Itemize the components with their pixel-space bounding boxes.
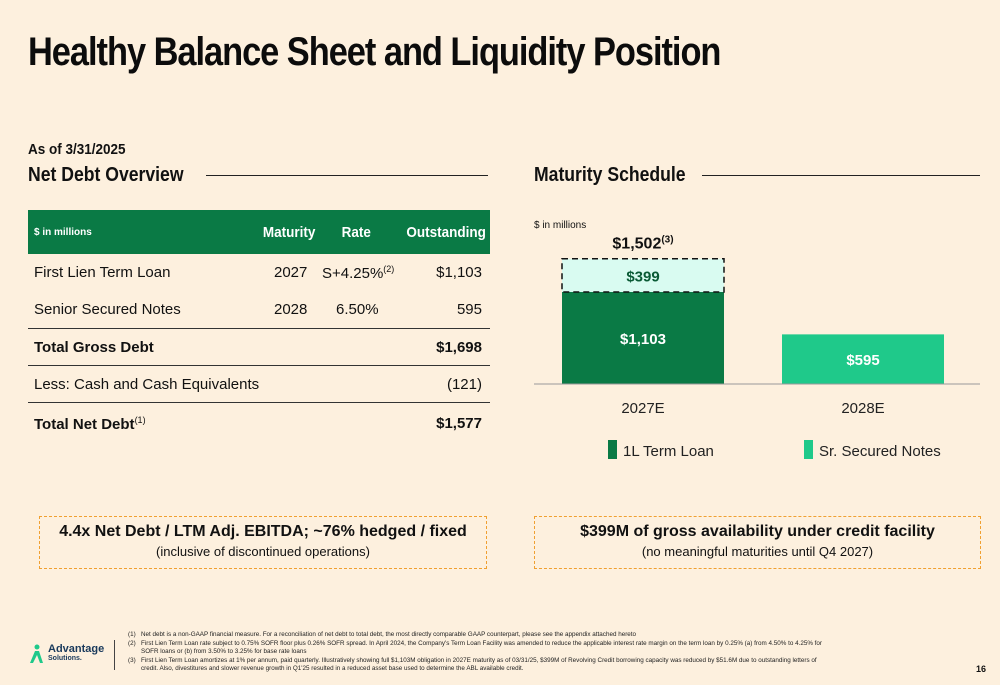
bar-1l-term-loan-2027e xyxy=(562,292,724,384)
net-debt-heading-text: Net Debt Overview xyxy=(28,164,184,186)
net-debt-table: $ in millions Maturity Rate Outstanding … xyxy=(28,210,490,444)
bar-label: $1,103 xyxy=(620,331,666,348)
maturity-callout: $399M of gross availability under credit… xyxy=(534,516,981,569)
footnote-text: First Lien Term Loan rate subject to 0.7… xyxy=(141,639,823,656)
maturity-heading: Maturity Schedule xyxy=(534,164,980,187)
table-row: First Lien Term Loan 2027 S+4.25%(2) $1,… xyxy=(28,254,490,291)
row-label: Less: Cash and Cash Equivalents xyxy=(34,375,260,393)
table-header: $ in millions Maturity Rate Outstanding xyxy=(28,210,490,254)
logo-sub: Solutions. xyxy=(48,655,82,662)
maturity-chart: $ in millions $1,103 $399 $1,502(3) $595 2027… xyxy=(534,220,980,460)
col-maturity: Maturity xyxy=(262,223,316,241)
maturity-heading-text: Maturity Schedule xyxy=(534,164,686,186)
chart-unit: $ in millions xyxy=(534,220,586,231)
bar-revolver-2027e xyxy=(561,257,725,293)
bar-sr-secured-notes-2028e xyxy=(782,334,944,384)
divider xyxy=(206,175,488,176)
row-outstanding: $1,103 xyxy=(436,264,482,281)
page-title: Healthy Balance Sheet and Liquidity Posi… xyxy=(28,30,721,74)
row-outstanding: $1,698 xyxy=(436,338,482,356)
row-label: Senior Secured Notes xyxy=(34,301,181,318)
col-rate: Rate xyxy=(341,223,371,241)
x-tick-label: 2027E xyxy=(621,400,664,417)
callout-sub: (no meaningful maturities until Q4 2027) xyxy=(641,544,874,559)
row-rate: 6.50% xyxy=(336,301,379,318)
total-label: $1,502(3) xyxy=(612,235,673,253)
rate-value: S+4.25% xyxy=(322,264,384,282)
net-debt-heading: Net Debt Overview xyxy=(28,164,488,187)
row-outstanding: $1,577 xyxy=(436,415,482,432)
legend-swatch xyxy=(608,440,617,459)
footnotes: (1) Net debt is a non-GAAP financial meas… xyxy=(128,631,828,674)
footnote-number: (3) xyxy=(128,656,136,664)
logo-icon xyxy=(30,644,43,663)
row-label: Total Net Debt(1) xyxy=(34,415,146,433)
net-debt-callout: 4.4x Net Debt / LTM Adj. EBITDA; ~76% he… xyxy=(39,516,487,569)
table-row: Senior Secured Notes 2028 6.50% 595 xyxy=(28,291,490,328)
footnote: (1) Net debt is a non-GAAP financial meas… xyxy=(128,631,828,640)
cash-row: Less: Cash and Cash Equivalents (121) xyxy=(28,365,490,402)
as-of-date: As of 3/31/2025 xyxy=(28,141,126,158)
footnote-text: Net debt is a non-GAAP financial measure… xyxy=(141,631,637,638)
x-tick-label: 2028E xyxy=(841,400,884,417)
callout-main: $399M of gross availability under credit… xyxy=(580,523,935,540)
divider xyxy=(702,175,980,176)
footnote-number: (1) xyxy=(128,631,136,638)
row-maturity: 2028 xyxy=(274,301,308,318)
net-debt-row: Total Net Debt(1) $1,577 xyxy=(28,402,490,444)
page-number: 16 xyxy=(975,664,986,674)
table-unit: $ in millions xyxy=(34,226,92,238)
bar-label: $595 xyxy=(846,352,879,369)
callout-sub: (inclusive of discontinued operations) xyxy=(156,544,370,559)
footnote-ref: (2) xyxy=(383,263,395,274)
footnote: (2) First Lien Term Loan rate subject to … xyxy=(128,640,828,657)
bar-label: $399 xyxy=(626,268,659,285)
footnote-ref: (1) xyxy=(134,414,146,425)
logo-divider xyxy=(114,640,115,670)
col-outstanding: Outstanding xyxy=(406,223,486,241)
net-label-text: Total Net Debt xyxy=(34,415,135,433)
legend-label: Sr. Secured Notes xyxy=(819,443,941,460)
row-rate: S+4.25%(2) xyxy=(322,264,394,282)
row-outstanding: (121) xyxy=(446,375,482,393)
footnote-number: (2) xyxy=(128,639,136,647)
callout-main: 4.4x Net Debt / LTM Adj. EBITDA; ~76% he… xyxy=(59,523,467,540)
legend-swatch xyxy=(804,440,813,459)
row-label: First Lien Term Loan xyxy=(34,264,171,281)
footnote: (3) First Lien Term Loan amortizes at 1% … xyxy=(128,657,828,674)
row-maturity: 2027 xyxy=(274,264,308,281)
gross-debt-row: Total Gross Debt $1,698 xyxy=(28,328,490,365)
logo-name: Advantage xyxy=(48,643,105,655)
footnote-text: First Lien Term Loan amortizes at 1% per… xyxy=(141,656,817,673)
row-outstanding: 595 xyxy=(456,301,482,318)
company-logo: Advantage Solutions. xyxy=(28,644,104,664)
row-label: Total Gross Debt xyxy=(34,338,154,356)
legend-label: 1L Term Loan xyxy=(623,443,714,460)
